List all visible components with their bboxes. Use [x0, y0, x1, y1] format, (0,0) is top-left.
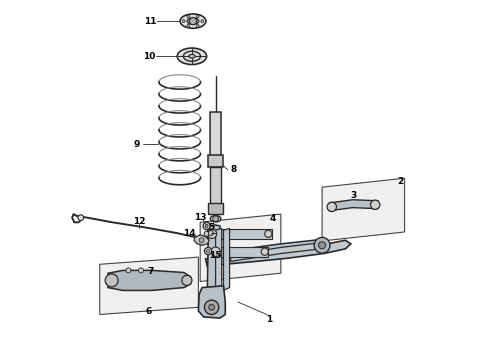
Circle shape — [126, 268, 131, 273]
Text: 6: 6 — [145, 307, 151, 316]
Ellipse shape — [183, 51, 200, 61]
Circle shape — [105, 274, 118, 287]
Circle shape — [187, 24, 190, 27]
Ellipse shape — [189, 54, 195, 58]
Circle shape — [318, 242, 326, 249]
Polygon shape — [108, 270, 191, 291]
Circle shape — [327, 202, 337, 212]
Ellipse shape — [187, 18, 199, 24]
Polygon shape — [210, 167, 221, 205]
Circle shape — [187, 15, 190, 18]
Circle shape — [203, 222, 210, 229]
Circle shape — [211, 247, 220, 256]
Polygon shape — [216, 228, 221, 291]
Circle shape — [265, 230, 272, 237]
Text: 4: 4 — [270, 214, 276, 223]
Ellipse shape — [210, 216, 221, 222]
Circle shape — [201, 20, 204, 23]
Polygon shape — [223, 239, 324, 258]
Ellipse shape — [177, 48, 207, 64]
Polygon shape — [223, 228, 230, 291]
Text: 9: 9 — [133, 140, 140, 149]
Text: 7: 7 — [148, 267, 154, 276]
Text: 11: 11 — [144, 17, 156, 26]
Polygon shape — [211, 247, 269, 257]
Polygon shape — [207, 229, 272, 239]
Text: 2: 2 — [397, 176, 404, 185]
Text: 15: 15 — [209, 251, 222, 260]
Polygon shape — [208, 155, 223, 167]
Circle shape — [190, 18, 196, 25]
Circle shape — [370, 200, 380, 210]
Ellipse shape — [180, 14, 206, 28]
Circle shape — [204, 231, 209, 236]
Text: 5: 5 — [209, 223, 215, 232]
Polygon shape — [322, 178, 405, 241]
Polygon shape — [205, 240, 351, 267]
Circle shape — [204, 300, 219, 315]
Polygon shape — [200, 214, 281, 282]
Text: 1: 1 — [266, 315, 272, 324]
Circle shape — [261, 248, 269, 255]
Polygon shape — [208, 203, 223, 214]
Polygon shape — [231, 243, 320, 261]
Text: 3: 3 — [350, 191, 356, 200]
Circle shape — [78, 215, 84, 221]
Polygon shape — [210, 112, 221, 158]
Polygon shape — [329, 200, 378, 211]
Circle shape — [199, 238, 204, 243]
Circle shape — [213, 216, 219, 222]
Text: 8: 8 — [230, 166, 236, 175]
Circle shape — [182, 20, 185, 23]
Circle shape — [196, 15, 199, 18]
Text: 12: 12 — [133, 217, 146, 226]
Text: 10: 10 — [143, 52, 155, 61]
Polygon shape — [100, 257, 198, 315]
Circle shape — [196, 24, 199, 27]
Circle shape — [182, 275, 192, 285]
Text: 14: 14 — [183, 229, 196, 238]
Polygon shape — [194, 235, 209, 245]
Circle shape — [205, 225, 208, 227]
Circle shape — [314, 237, 330, 253]
Polygon shape — [198, 286, 225, 318]
Text: 13: 13 — [194, 213, 206, 222]
Polygon shape — [207, 225, 220, 291]
Circle shape — [207, 229, 217, 238]
Circle shape — [204, 247, 212, 255]
Circle shape — [139, 268, 144, 273]
Circle shape — [209, 305, 215, 310]
Circle shape — [208, 230, 214, 235]
